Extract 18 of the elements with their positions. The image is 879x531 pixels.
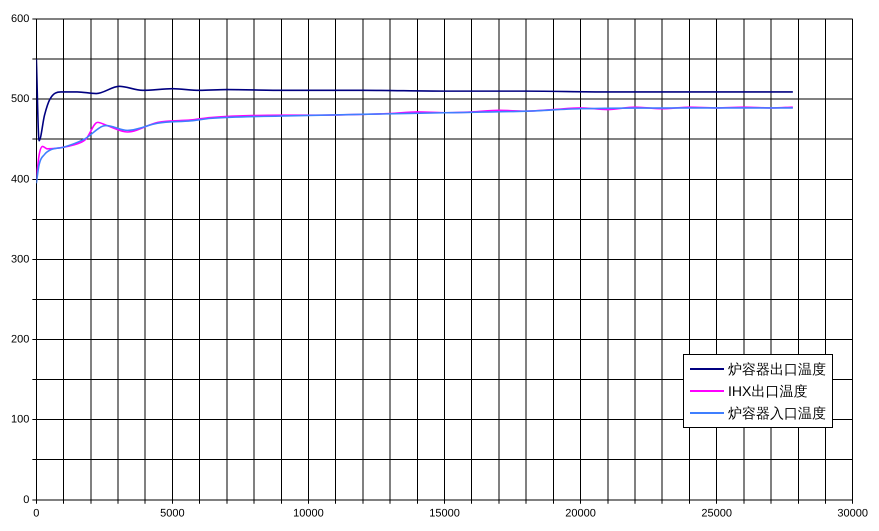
y-tick-label: 0	[23, 494, 30, 506]
x-tick-label: 25000	[701, 507, 732, 520]
y-tick-label: 300	[10, 253, 30, 266]
x-tick-label: 15000	[429, 507, 460, 520]
x-tick-label: 10000	[293, 507, 324, 520]
legend-label: 炉容器入口温度	[728, 404, 826, 423]
y-tick-label: 200	[10, 334, 30, 346]
y-tick-label: 600	[10, 13, 30, 26]
y-tick-label: 100	[10, 414, 30, 426]
y-tick-label: 500	[10, 93, 30, 106]
legend-label: IHX出口温度	[728, 382, 808, 401]
legend-label: 炉容器出口温度	[728, 360, 826, 379]
x-tick-label: 0	[33, 507, 40, 520]
x-tick-label: 5000	[160, 507, 185, 520]
x-tick-label: 30000	[837, 507, 868, 520]
x-tick-label: 20000	[565, 507, 596, 520]
y-tick-label: 400	[10, 173, 30, 186]
line-series	[36, 58, 794, 142]
